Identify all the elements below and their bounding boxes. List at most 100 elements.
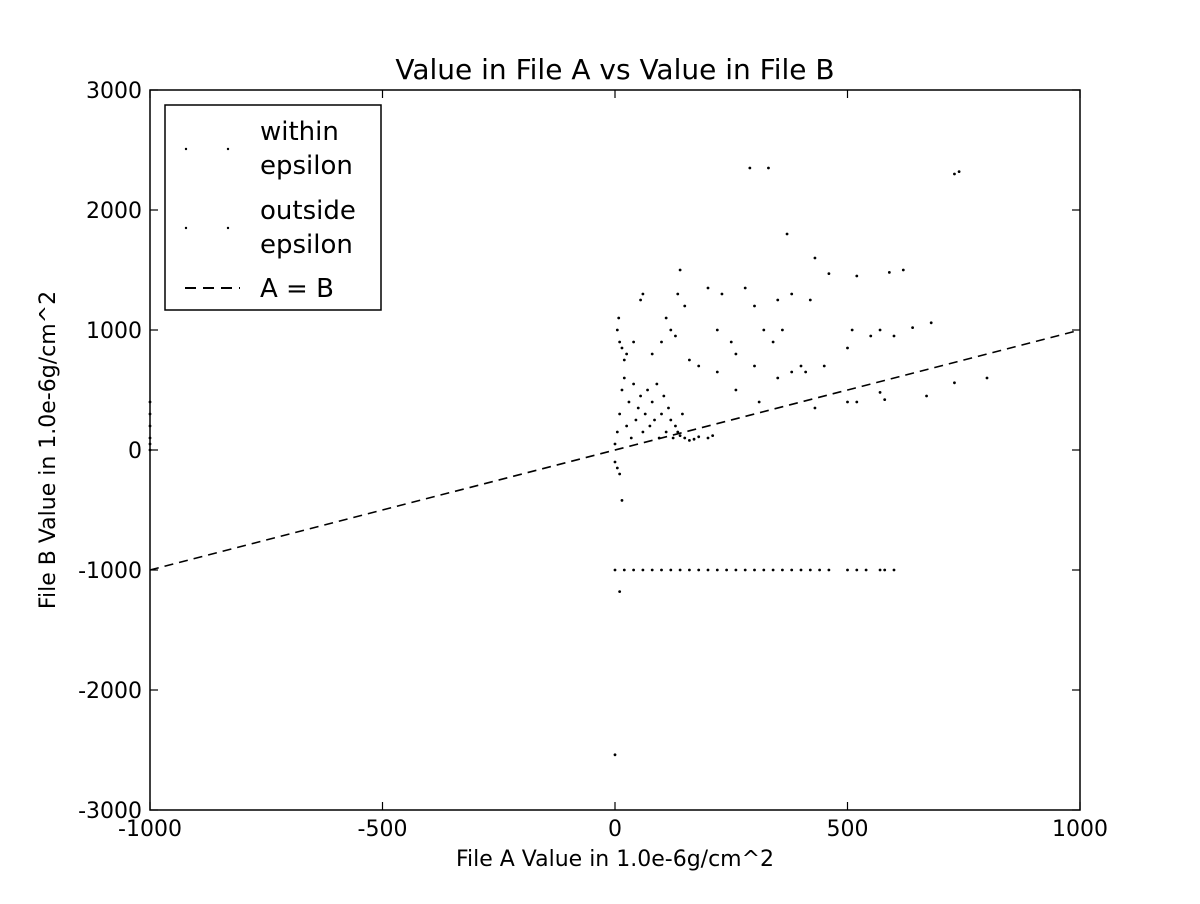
scatter-point [706,436,710,440]
scatter-point [781,568,784,572]
legend-marker-outside-right [226,226,230,230]
scatter-point [757,400,761,404]
scatter-point [776,376,780,380]
scatter-point [625,424,629,428]
scatter-point [790,292,794,296]
y-tick-label: 1000 [86,319,142,344]
legend-box [164,104,382,311]
scatter-point [785,232,789,236]
scatter-point [808,568,812,572]
scatter-point [771,568,775,572]
scatter-point [753,304,756,308]
scatter-point [878,568,882,572]
reference-line-a-equals-b [149,329,1081,571]
scatter-point [667,406,670,410]
scatter-point [650,400,654,404]
scatter-point [613,460,617,464]
scatter-point [650,352,654,356]
scatter-point [850,328,854,332]
x-tick-label: 1000 [1052,817,1108,842]
scatter-point [822,364,826,368]
x-tick-label: -500 [358,817,408,842]
scatter-point [864,568,868,572]
scatter-point [799,364,803,368]
scatter-point [632,568,635,572]
legend-marker-outside-left [184,226,188,230]
scatter-point [706,568,710,572]
scatter-point [706,286,710,290]
scatter-point [855,568,859,572]
scatter-point [615,328,619,332]
scatter-point [753,568,756,572]
scatter-point [674,334,677,338]
scatter-point [671,436,675,440]
scatter-point [620,499,624,502]
scatter-point [653,418,656,422]
scatter-point [634,418,638,422]
scatter-point [818,568,821,572]
axis-ticks: -1000 -500 0 500 1000 -3000 -2000 -1000 0 1000 200… [78,79,1108,842]
scatter-point [688,568,691,572]
legend-marker-within-left [184,147,188,151]
scatter-point [662,394,666,398]
scatter-point [688,358,691,362]
scatter-point [878,391,882,394]
scatter-point [869,334,873,338]
scatter-point [639,394,642,398]
scatter-point [632,340,635,344]
scatter-point [618,590,622,593]
scatter-point [622,376,626,380]
scatter-point [641,568,645,572]
scatter-point [622,568,626,572]
scatter-point [715,328,719,332]
scatter-point [901,268,905,272]
scatter-point [953,381,956,385]
scatter-point [743,568,747,572]
scatter-point [674,424,677,428]
scatter-point [799,568,803,572]
scatter-point [620,346,624,350]
scatter-point [622,358,626,362]
legend-label-within-line1: within [260,117,339,147]
plot-frame [149,89,1081,811]
scatter-point [660,340,663,344]
y-tick-label: 2000 [86,199,142,224]
scatter-point [681,412,684,416]
scatter-point [720,292,724,296]
y-axis-label: File B Value in 1.0e-6g/cm^2 [36,291,61,609]
scatter-point [639,298,642,302]
y-tick-label: -1000 [78,559,142,584]
scatter-point [678,568,682,572]
scatter-point [767,166,770,170]
scatter-point [641,292,645,296]
scatter-point [688,439,691,442]
scatter-point [629,436,633,440]
scatter-point [753,364,756,368]
scatter-point [887,271,891,274]
y-tick-label: -2000 [78,679,142,704]
scatter-point [711,434,715,437]
scatter-point [678,268,682,272]
scatter-point [715,568,719,572]
scatter-point [641,430,645,434]
scatter-point [846,346,849,350]
legend-label-within-line2: epsilon [260,151,353,181]
scatter-point [683,436,687,440]
scatter-point [660,568,663,572]
scatter-point [804,370,808,374]
scatter-point [697,364,701,368]
y-tick-label: -3000 [78,799,142,824]
scatter-point [617,316,621,320]
x-tick-label: -1000 [118,817,182,842]
scatter-point [813,406,817,410]
scatter-point [790,370,794,374]
scatter-point [883,398,887,401]
legend-label-a-equals-b: A = B [260,274,334,304]
scatter-point [678,434,682,437]
scatter-point [957,170,961,174]
scatter-point [734,568,738,572]
scatter-point [771,340,775,344]
scatter-point [734,388,738,392]
scatter-point [762,328,766,332]
